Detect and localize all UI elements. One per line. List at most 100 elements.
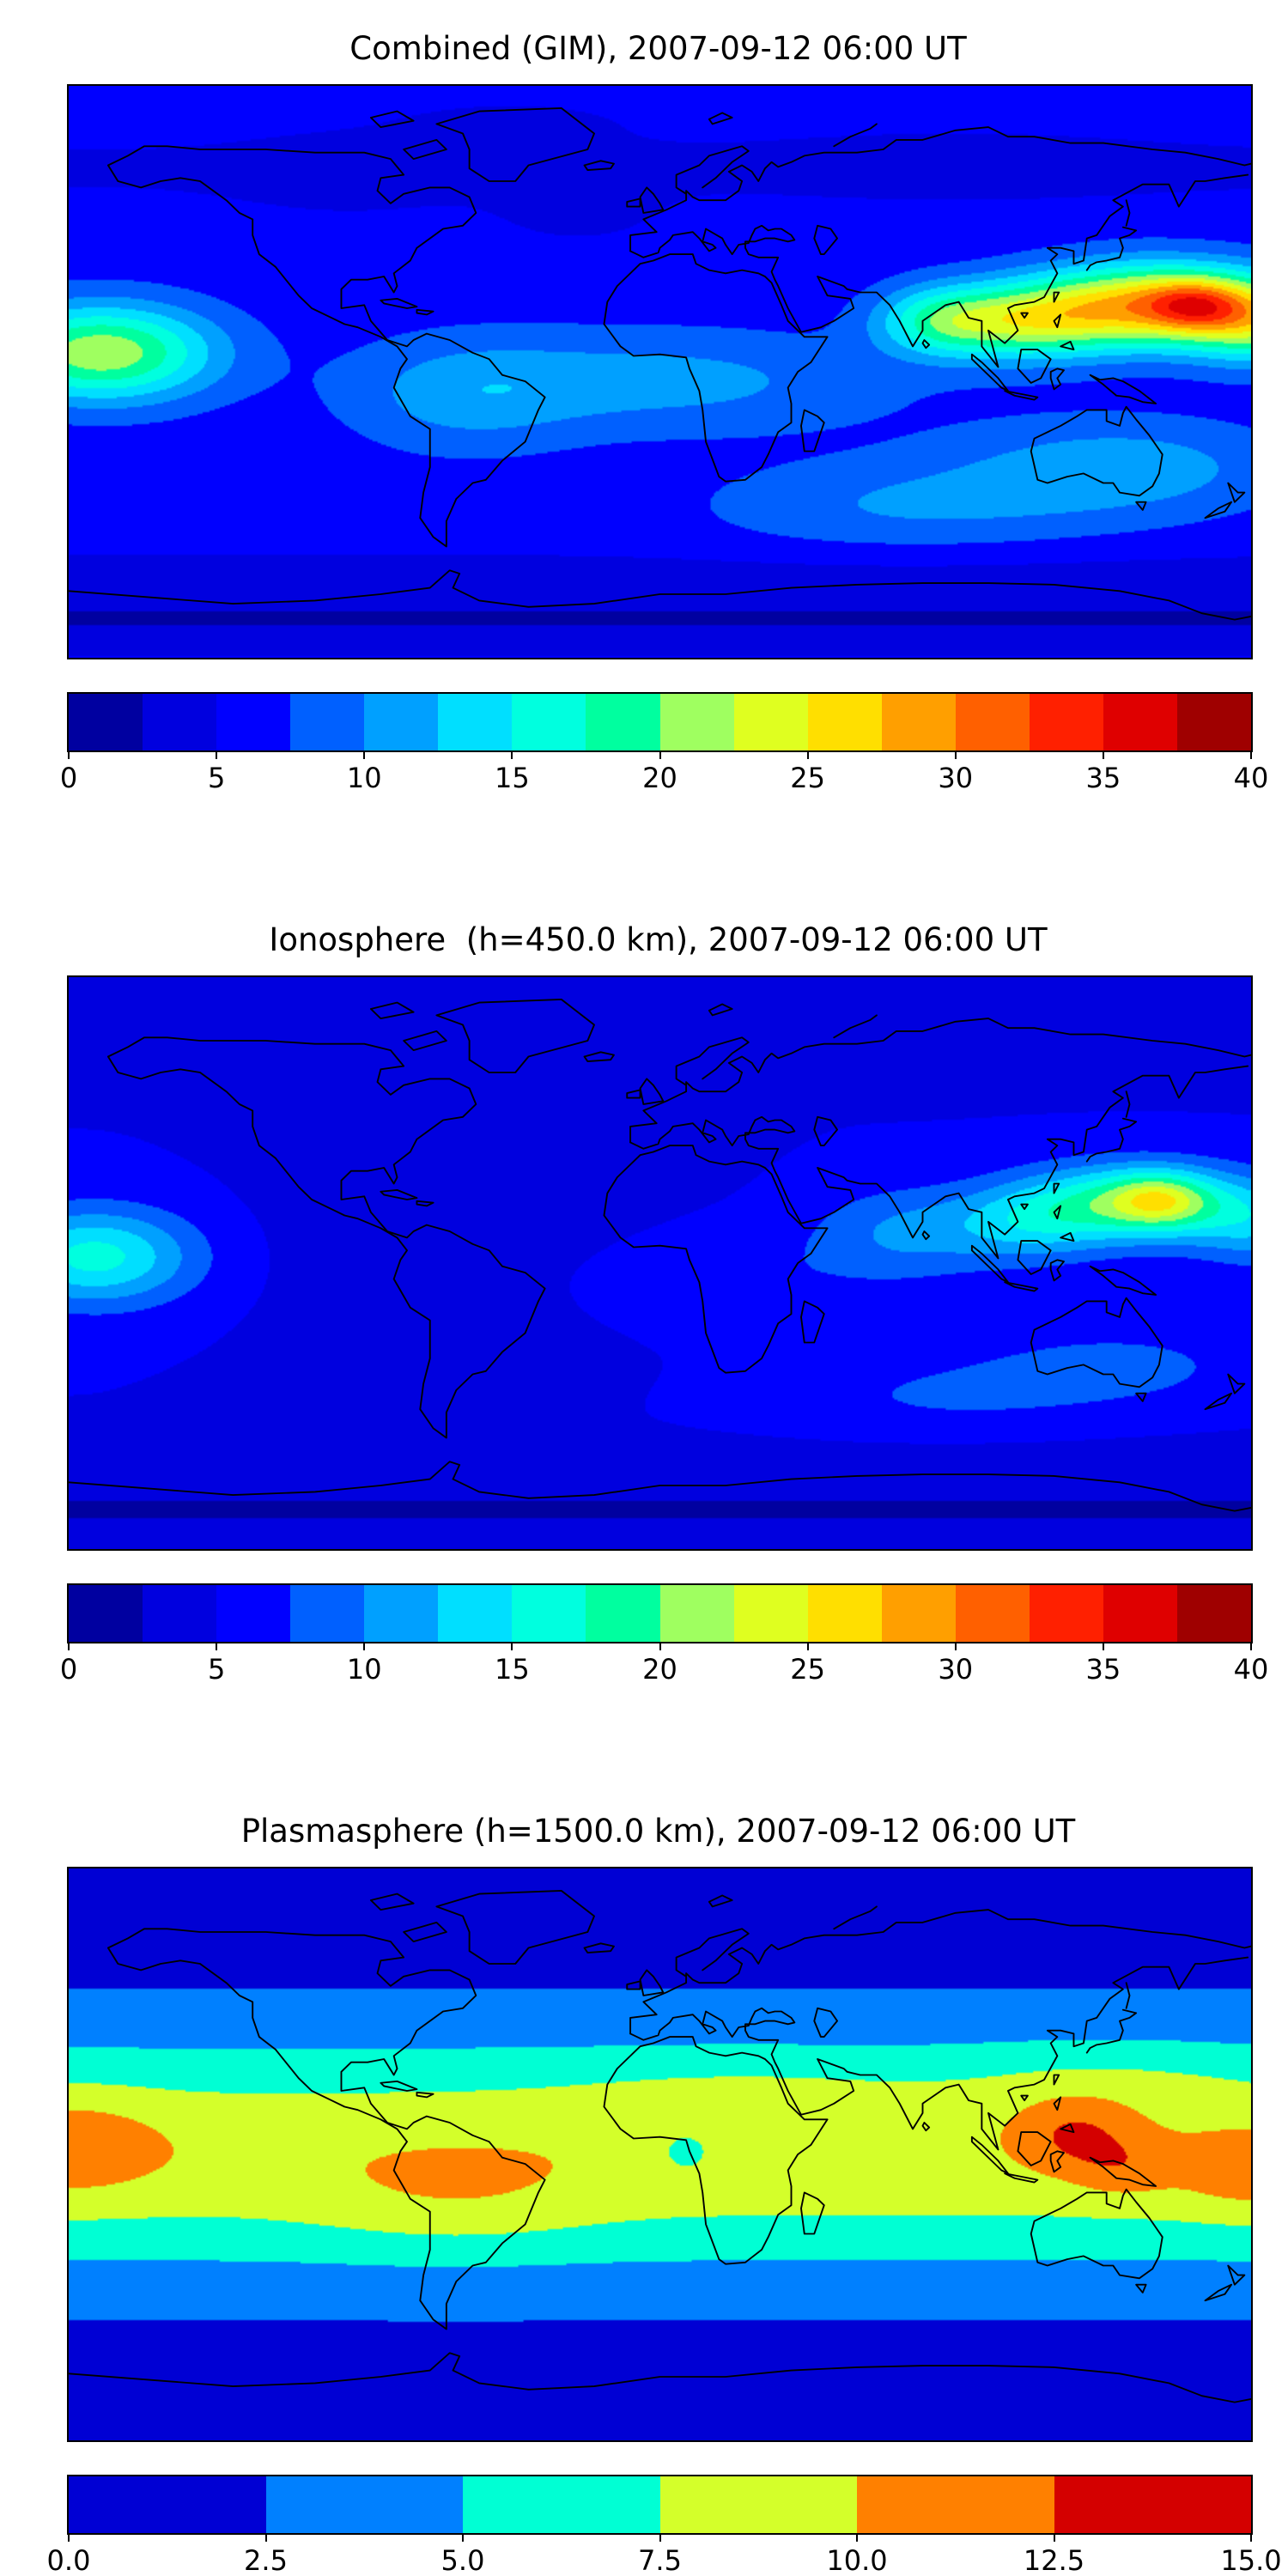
colorbar-tick-label: 15 (495, 1653, 530, 1686)
colorbar-segment (659, 694, 734, 750)
colorbar-tick-mark (264, 2535, 267, 2542)
contour-map-canvas-plasmasphere (69, 1868, 1251, 2440)
figure-ionosphere: Ionosphere (h=450.0 km), 2007-09-12 06:0… (60, 920, 1269, 1693)
colorbar-tick-label: 5.0 (440, 2544, 485, 2576)
colorbar-tick-mark (1102, 1643, 1104, 1650)
colorbar-tick-mark (1250, 1643, 1252, 1650)
colorbar-segment (857, 2476, 1054, 2533)
colorbar-tick-label: 35 (1085, 1653, 1121, 1686)
colorbar-tick-mark (954, 752, 957, 759)
colorbar-segment (1029, 1585, 1103, 1642)
colorbar-segment (290, 1585, 365, 1642)
colorbar-tick-label: 25 (790, 1653, 825, 1686)
figure-plasmasphere: Plasmasphere (h=1500.0 km), 2007-09-12 0… (47, 1812, 1282, 2576)
colorbar-tick-label: 12.5 (1023, 2544, 1085, 2576)
colorbar-ionosphere (67, 1583, 1253, 1643)
map-ionosphere (67, 975, 1253, 1551)
contour-map-canvas-combined (69, 86, 1251, 658)
colorbar-tick-label: 5 (207, 1653, 226, 1686)
colorbar-ticks-plasmasphere: 0.0 2.5 5.0 7.5 10.0 12.5 15.0 (47, 2535, 1282, 2576)
colorbar-segment (216, 694, 291, 750)
colorbar-tick-mark (1250, 752, 1252, 759)
colorbar-tick-mark (1053, 2535, 1055, 2542)
colorbar-tick-label: 0.0 (46, 2544, 91, 2576)
colorbar-segment (1029, 694, 1103, 750)
colorbar-tick-mark (511, 752, 513, 759)
colorbar-segment (463, 2476, 660, 2533)
colorbar-tick-label: 15 (495, 762, 530, 794)
colorbar-segment (143, 694, 217, 750)
colorbar-tick-mark (659, 1643, 661, 1650)
figure-title-combined: Combined (GIM), 2007-09-12 06:00 UT (349, 30, 967, 67)
colorbar-segment (438, 1585, 513, 1642)
colorbar-tick-mark (462, 2535, 464, 2542)
colorbar-ticks-ionosphere: 0 5 10 15 20 25 30 35 40 (60, 1643, 1268, 1693)
colorbar-tick-label: 20 (642, 1653, 677, 1686)
colorbar-tick-mark (806, 1643, 809, 1650)
colorbar-tick-label: 7.5 (638, 2544, 682, 2576)
colorbar-tick-mark (216, 1643, 218, 1650)
colorbar-segment (955, 694, 1030, 750)
colorbar-tick-label: 40 (1233, 762, 1269, 794)
figure-title-plasmasphere: Plasmasphere (h=1500.0 km), 2007-09-12 0… (240, 1813, 1076, 1850)
colorbar-segment (1176, 694, 1251, 750)
map-combined (67, 84, 1253, 659)
colorbar-segment (69, 1585, 143, 1642)
colorbar-segment (364, 694, 439, 750)
colorbar-segment (143, 1585, 217, 1642)
colorbar-segment (290, 694, 365, 750)
colorbar-segment (586, 694, 660, 750)
coastlines-overlay (69, 1889, 1251, 2403)
colorbar-tick-label: 40 (1233, 1653, 1269, 1686)
figure-title-ionosphere: Ionosphere (h=450.0 km), 2007-09-12 06:0… (269, 921, 1048, 958)
colorbar-tick-mark (856, 2535, 858, 2542)
colorbar-tick-mark (954, 1643, 957, 1650)
colorbar-segment (733, 1585, 808, 1642)
colorbar-tick-mark (363, 1643, 366, 1650)
colorbar-tick-label: 20 (642, 762, 677, 794)
colorbar-segment (512, 694, 586, 750)
colorbar-segment (1103, 1585, 1177, 1642)
colorbar-tick-mark (68, 752, 70, 759)
colorbar-tick-label: 10 (346, 762, 382, 794)
colorbar-tick-mark (68, 2535, 70, 2542)
colorbar-segment (1054, 2476, 1251, 2533)
colorbar-tick-mark (806, 752, 809, 759)
colorbar-tick-mark (68, 1643, 70, 1650)
colorbar-tick-mark (1250, 2535, 1252, 2542)
colorbar-tick-label: 0 (59, 762, 78, 794)
coastlines-overlay (69, 998, 1251, 1512)
colorbar-segment (807, 694, 882, 750)
colorbar-plasmasphere (67, 2475, 1253, 2535)
figure-combined: Combined (GIM), 2007-09-12 06:00 UT 0 5 10… (60, 29, 1269, 802)
colorbar-tick-mark (659, 752, 661, 759)
colorbar-ticks-combined: 0 5 10 15 20 25 30 35 40 (60, 752, 1268, 802)
colorbar-segment (586, 1585, 660, 1642)
colorbar-tick-mark (511, 1643, 513, 1650)
colorbar-segment (659, 2476, 857, 2533)
colorbar-segment (807, 1585, 882, 1642)
colorbar-segment (364, 1585, 439, 1642)
colorbar-tick-label: 35 (1085, 762, 1121, 794)
colorbar-segment (69, 694, 143, 750)
colorbar-tick-mark (659, 2535, 661, 2542)
contour-map-canvas-ionosphere (69, 977, 1251, 1549)
colorbar-combined (67, 692, 1253, 752)
coastlines-overlay (69, 106, 1251, 621)
colorbar-segment (881, 694, 956, 750)
colorbar-tick-label: 30 (938, 762, 974, 794)
colorbar-tick-label: 10 (346, 1653, 382, 1686)
colorbar-segment (659, 1585, 734, 1642)
colorbar-segment (265, 2476, 463, 2533)
colorbar-tick-mark (363, 752, 366, 759)
colorbar-tick-label: 30 (938, 1653, 974, 1686)
colorbar-segment (1103, 694, 1177, 750)
map-plasmasphere (67, 1867, 1253, 2442)
colorbar-tick-label: 2.5 (244, 2544, 288, 2576)
colorbar-tick-label: 0 (59, 1653, 78, 1686)
colorbar-segment (438, 694, 513, 750)
colorbar-tick-label: 15.0 (1220, 2544, 1282, 2576)
colorbar-segment (512, 1585, 586, 1642)
colorbar-segment (1176, 1585, 1251, 1642)
